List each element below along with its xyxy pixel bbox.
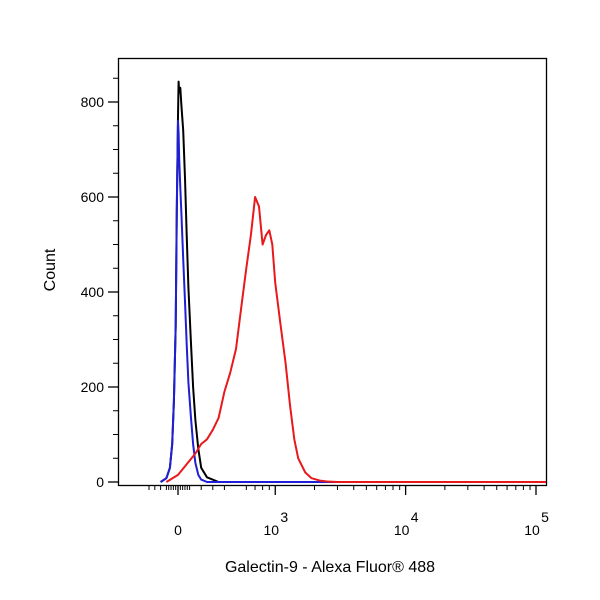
y-tick-label: 400	[81, 284, 105, 300]
x-tick-exponent: 4	[411, 509, 419, 525]
plot-area-frame	[117, 57, 548, 487]
x-tick-label: 10	[263, 522, 279, 538]
y-tick-label: 800	[81, 94, 105, 110]
y-axis-title: Count	[42, 248, 59, 291]
y-axis-ticks: 0 200 400 600 800	[81, 77, 118, 490]
series-line-3	[165, 196, 546, 483]
y-tick-label: 0	[96, 474, 104, 490]
y-tick-label: 200	[81, 379, 105, 395]
x-axis-title: Galectin-9 - Alexa Fluor® 488	[225, 559, 435, 576]
x-tick-label: 0	[174, 522, 182, 538]
x-tick-exponent: 3	[280, 509, 288, 525]
y-tick-label: 600	[81, 189, 105, 205]
x-tick-exponent: 5	[541, 509, 549, 525]
x-tick-label: 10	[394, 522, 410, 538]
series-line-1	[160, 80, 546, 483]
series-line-2	[160, 120, 546, 483]
series-layer	[160, 80, 546, 483]
x-tick-label: 10	[524, 522, 540, 538]
